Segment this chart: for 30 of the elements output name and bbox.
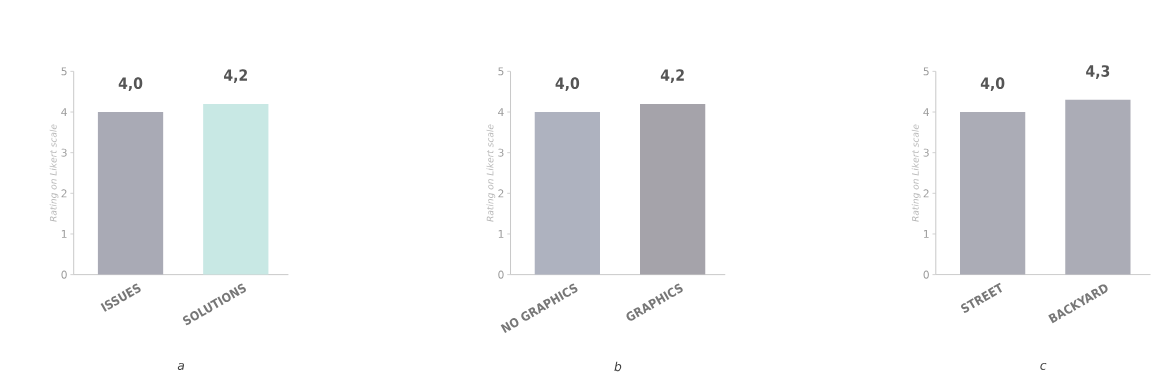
- y-tick-label: 2: [61, 189, 67, 198]
- y-tick-label: 1: [61, 230, 67, 238]
- y-tick-label: 3: [498, 148, 504, 157]
- data-label: 4,3: [1086, 65, 1110, 79]
- y-tick-label: 5: [923, 67, 929, 76]
- data-label: 4,0: [118, 77, 143, 92]
- y-tick-label: 2: [498, 189, 504, 198]
- y-axis-title: Rating on Likert scale: [911, 124, 921, 222]
- y-tick-label: 0: [61, 270, 67, 279]
- y-axis-title: Rating on Likert scale: [49, 124, 59, 222]
- y-tick-label: 5: [61, 67, 67, 76]
- y-tick-label: 0: [923, 270, 929, 279]
- y-tick-label: 3: [923, 148, 929, 157]
- data-label: 4,2: [224, 69, 247, 84]
- data-label: 4,0: [555, 77, 580, 92]
- data-label: 4,2: [660, 69, 684, 84]
- y-axis-title: Rating on Likert scale: [486, 124, 496, 222]
- y-tick-label: 2: [923, 189, 929, 198]
- text: c: [1040, 362, 1047, 370]
- y-tick-label: 4: [61, 108, 67, 116]
- text: a: [177, 362, 185, 370]
- y-tick-label: 4: [498, 108, 504, 116]
- y-tick-label: 3: [61, 148, 67, 157]
- y-tick-label: 1: [924, 230, 929, 238]
- y-tick-label: 4: [923, 108, 930, 116]
- y-tick-label: 1: [498, 230, 504, 238]
- data-label: 4,0: [980, 77, 1005, 92]
- text: b: [614, 361, 622, 372]
- y-tick-label: 0: [498, 270, 504, 279]
- y-tick-label: 5: [498, 67, 504, 76]
